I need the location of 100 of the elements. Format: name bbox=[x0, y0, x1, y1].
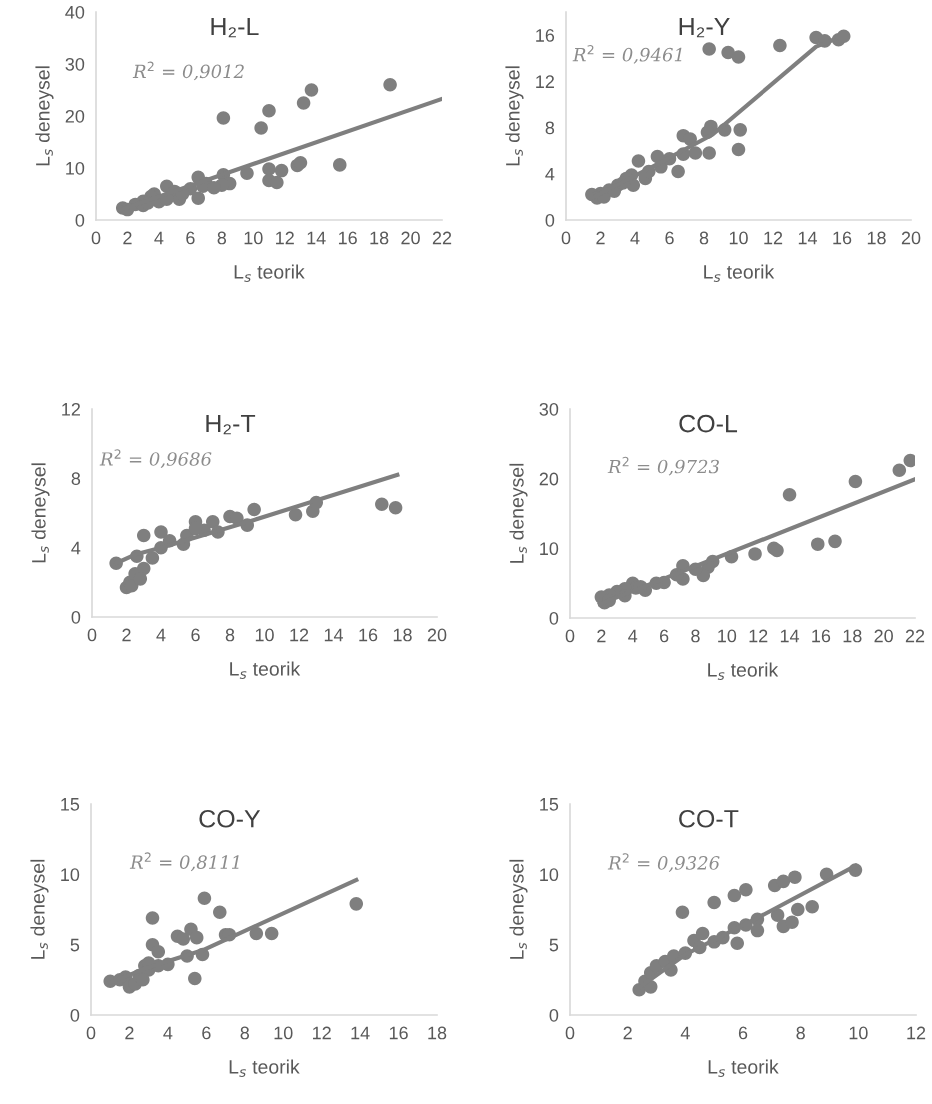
x-tick-label: 2 bbox=[596, 231, 605, 245]
x-tick-label: 12 bbox=[749, 629, 768, 643]
x-tick-label: 14 bbox=[351, 1026, 370, 1040]
x-tick-label: 16 bbox=[812, 629, 831, 643]
x-tick-label: 6 bbox=[202, 1026, 211, 1040]
x-tick-label: 22 bbox=[905, 629, 925, 643]
x-tick-label: 14 bbox=[780, 629, 800, 643]
x-tick-label: 16 bbox=[389, 1026, 408, 1040]
x-tick-label: 18 bbox=[843, 629, 862, 643]
y-tick-label: 30 bbox=[65, 57, 85, 71]
y-axis-title: L$_{s}$ deneysel bbox=[31, 463, 50, 563]
chart-title: CO-L bbox=[679, 414, 738, 433]
y-tick-label: 0 bbox=[70, 1008, 80, 1022]
y-tick-label: 0 bbox=[545, 213, 555, 227]
y-axis-title: L$_{s}$ deneysel bbox=[30, 859, 49, 959]
x-axis-title: L$_{s}$ teorik bbox=[230, 661, 301, 679]
chart-title: H₂-Y bbox=[679, 17, 730, 38]
x-tick-label: 14 bbox=[798, 231, 818, 245]
y-tick-label: 10 bbox=[540, 868, 559, 882]
x-axis-title: L$_{s}$ teorik bbox=[229, 1059, 300, 1077]
annotation: R$^{2}$ = 0,9723 bbox=[607, 456, 719, 476]
x-tick-label: 10 bbox=[255, 628, 274, 642]
x-tick-label: 2 bbox=[597, 629, 606, 643]
y-tick-label: 10 bbox=[540, 542, 559, 556]
x-axis-title: L$_{s}$ teorik bbox=[234, 264, 305, 282]
y-axis-title: L$_{s}$ deneysel bbox=[35, 66, 54, 166]
x-tick-label: 6 bbox=[191, 628, 200, 642]
x-tick-label: 8 bbox=[796, 1026, 805, 1040]
x-tick-label: 18 bbox=[370, 231, 389, 245]
x-tick-label: 0 bbox=[565, 1026, 575, 1040]
x-tick-label: 8 bbox=[225, 628, 235, 642]
annotation: R$^{2}$ = 0,9012 bbox=[132, 61, 244, 81]
x-tick-label: 6 bbox=[659, 629, 669, 643]
y-tick-label: 40 bbox=[65, 5, 85, 19]
x-tick-label: 4 bbox=[628, 629, 638, 643]
y-tick-label: 4 bbox=[545, 167, 555, 181]
x-tick-label: 20 bbox=[901, 231, 921, 245]
x-tick-label: 0 bbox=[561, 231, 571, 245]
x-tick-label: 10 bbox=[729, 231, 748, 245]
y-tick-label: 15 bbox=[540, 798, 559, 811]
annotation: R$^{2}$ = 0,8111 bbox=[129, 852, 239, 872]
y-tick-label: 10 bbox=[61, 868, 80, 882]
y-tick-label: 8 bbox=[545, 121, 555, 135]
x-tick-label: 10 bbox=[274, 1026, 293, 1040]
y-tick-label: 15 bbox=[61, 798, 80, 811]
x-tick-label: 16 bbox=[338, 231, 357, 245]
x-tick-label: 4 bbox=[680, 1026, 690, 1040]
x-tick-label: 18 bbox=[867, 231, 886, 245]
x-tick-label: 4 bbox=[156, 628, 166, 642]
x-tick-label: 10 bbox=[849, 1026, 868, 1040]
x-tick-label: 8 bbox=[240, 1026, 250, 1040]
x-tick-label: 0 bbox=[86, 1026, 96, 1040]
x-tick-label: 22 bbox=[432, 231, 452, 245]
annotation: R$^{2}$ = 0,9461 bbox=[572, 44, 682, 64]
y-tick-label: 0 bbox=[75, 213, 85, 227]
x-tick-label: 14 bbox=[324, 628, 344, 642]
x-axis-title: L$_{s}$ teorik bbox=[708, 662, 779, 680]
x-tick-label: 12 bbox=[907, 1026, 926, 1040]
x-tick-label: 20 bbox=[874, 629, 893, 643]
x-tick-label: 16 bbox=[359, 628, 378, 642]
y-tick-label: 12 bbox=[62, 402, 80, 416]
y-axis-title: L$_{s}$ deneysel bbox=[509, 463, 528, 563]
y-tick-label: 20 bbox=[65, 109, 85, 123]
y-tick-label: 0 bbox=[549, 1008, 559, 1022]
y-tick-label: 4 bbox=[71, 541, 81, 555]
x-tick-label: 6 bbox=[186, 231, 195, 245]
x-tick-label: 20 bbox=[427, 628, 447, 642]
x-tick-label: 12 bbox=[276, 231, 294, 245]
y-tick-label: 30 bbox=[539, 402, 559, 416]
chart-title: CO-T bbox=[679, 809, 739, 828]
chart-title: H₂-L bbox=[211, 17, 259, 38]
x-tick-label: 4 bbox=[154, 231, 164, 245]
x-tick-label: 0 bbox=[87, 628, 97, 642]
x-tick-label: 8 bbox=[691, 629, 700, 643]
y-tick-label: 16 bbox=[536, 29, 555, 42]
x-tick-label: 2 bbox=[123, 231, 132, 245]
x-axis-title: L$_{s}$ teorik bbox=[704, 264, 775, 282]
y-tick-label: 20 bbox=[539, 472, 559, 486]
chart-title: H₂-T bbox=[206, 414, 256, 435]
y-tick-label: 5 bbox=[70, 938, 80, 952]
x-tick-label: 8 bbox=[217, 231, 227, 245]
x-tick-label: 10 bbox=[718, 629, 737, 643]
x-tick-label: 2 bbox=[125, 1026, 134, 1040]
x-tick-label: 18 bbox=[393, 628, 412, 642]
annotation: R$^{2}$ = 0,9686 bbox=[99, 449, 212, 469]
x-tick-label: 6 bbox=[665, 231, 674, 245]
x-axis-title: L$_{s}$ teorik bbox=[708, 1059, 779, 1077]
annotation: R$^{2}$ = 0,9326 bbox=[607, 853, 720, 872]
x-tick-label: 20 bbox=[401, 231, 420, 245]
x-tick-label: 12 bbox=[764, 231, 783, 245]
y-tick-label: 0 bbox=[549, 611, 559, 625]
x-tick-label: 0 bbox=[91, 231, 101, 245]
x-tick-label: 2 bbox=[122, 628, 131, 642]
x-tick-label: 10 bbox=[244, 231, 263, 245]
x-tick-label: 12 bbox=[313, 1026, 331, 1040]
y-tick-label: 10 bbox=[66, 161, 85, 175]
x-tick-label: 12 bbox=[290, 628, 309, 642]
y-tick-label: 8 bbox=[71, 472, 81, 486]
y-axis-title: L$_{s}$ deneysel bbox=[505, 66, 524, 166]
y-tick-label: 5 bbox=[549, 938, 559, 952]
